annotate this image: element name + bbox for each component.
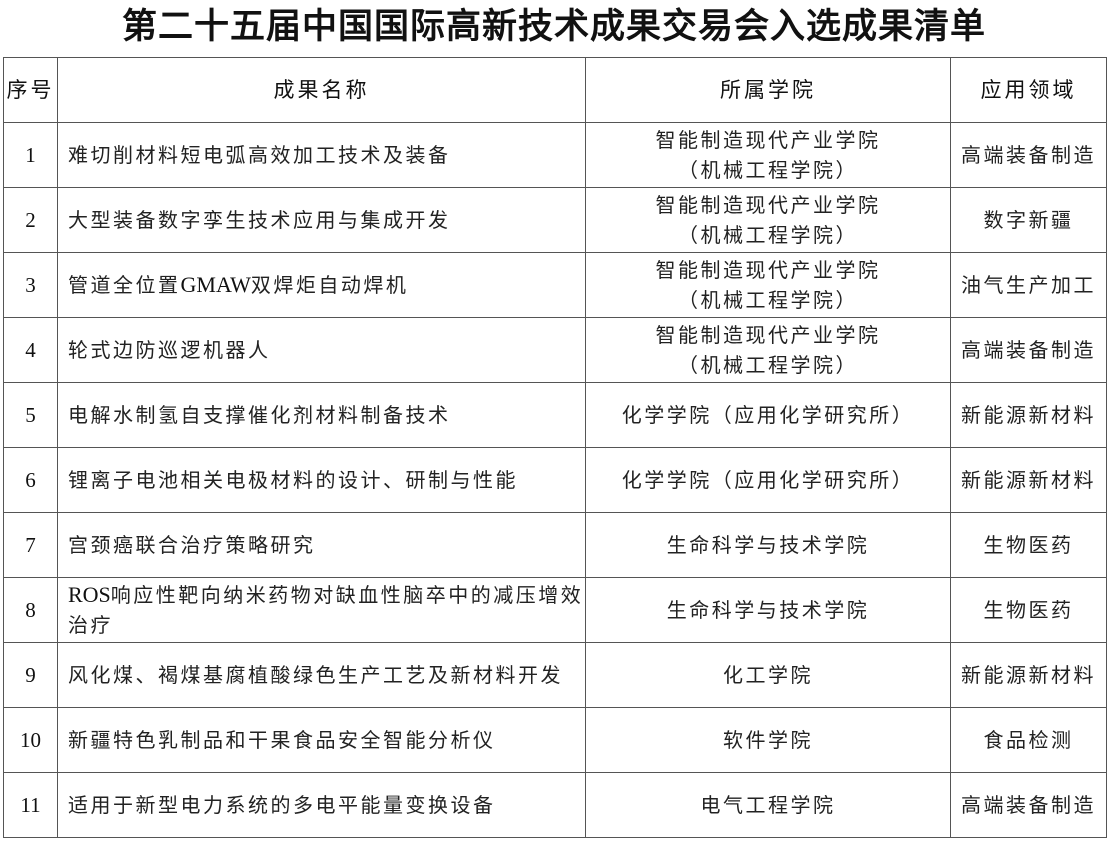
college: 生命科学与技术学院: [585, 577, 951, 643]
application-field: 高端装备制造: [950, 122, 1107, 188]
row-number: 6: [3, 447, 58, 513]
row-number: 1: [3, 122, 58, 188]
achievement-name: 电解水制氢自支撑催化剂材料制备技术: [57, 382, 586, 448]
college: 智能制造现代产业学院 （机械工程学院）: [585, 122, 951, 188]
achievement-name: 大型装备数字孪生技术应用与集成开发: [57, 187, 586, 253]
achievement-name: ROS响应性靶向纳米药物对缺血性脑卒中的减压增效治疗: [57, 577, 586, 643]
table-row: 3 管道全位置GMAW双焊炬自动焊机 智能制造现代产业学院 （机械工程学院） 油气生产加…: [3, 252, 1107, 318]
college: 化学学院（应用化学研究所）: [585, 447, 951, 513]
table-row: 10 新疆特色乳制品和干果食品安全智能分析仪 软件学院 食品检测: [3, 707, 1107, 773]
row-number: 9: [3, 642, 58, 708]
row-number: 2: [3, 187, 58, 253]
achievement-name: 新疆特色乳制品和干果食品安全智能分析仪: [57, 707, 586, 773]
college: 生命科学与技术学院: [585, 512, 951, 578]
college: 化学学院（应用化学研究所）: [585, 382, 951, 448]
header-college: 所属学院: [585, 57, 951, 123]
college: 智能制造现代产业学院 （机械工程学院）: [585, 187, 951, 253]
results-table: 序号 成果名称 所属学院 应用领域 1 难切削材料短电弧高效加工技术及装备 智能制造…: [3, 57, 1107, 838]
application-field: 生物医药: [950, 577, 1107, 643]
table-row: 2 大型装备数字孪生技术应用与集成开发 智能制造现代产业学院 （机械工程学院） 数字新疆: [3, 187, 1107, 253]
document-title: 第二十五届中国国际高新技术成果交易会入选成果清单: [121, 6, 986, 47]
college: 软件学院: [585, 707, 951, 773]
table-row: 6 锂离子电池相关电极材料的设计、研制与性能 化学学院（应用化学研究所） 新能源新材料: [3, 447, 1107, 513]
college: 智能制造现代产业学院 （机械工程学院）: [585, 252, 951, 318]
application-field: 新能源新材料: [950, 447, 1107, 513]
achievement-name: 风化煤、褐煤基腐植酸绿色生产工艺及新材料开发: [57, 642, 586, 708]
table-row: 8 ROS响应性靶向纳米药物对缺血性脑卒中的减压增效治疗 生命科学与技术学院 生物医药: [3, 577, 1107, 643]
header-number: 序号: [3, 57, 58, 123]
application-field: 数字新疆: [950, 187, 1107, 253]
application-field: 新能源新材料: [950, 382, 1107, 448]
row-number: 3: [3, 252, 58, 318]
application-field: 新能源新材料: [950, 642, 1107, 708]
application-field: 油气生产加工: [950, 252, 1107, 318]
college: 智能制造现代产业学院 （机械工程学院）: [585, 317, 951, 383]
achievement-name: 宫颈癌联合治疗策略研究: [57, 512, 586, 578]
table-row: 4 轮式边防巡逻机器人 智能制造现代产业学院 （机械工程学院） 高端装备制造: [3, 317, 1107, 383]
header-name: 成果名称: [57, 57, 586, 123]
application-field: 生物医药: [950, 512, 1107, 578]
application-field: 高端装备制造: [950, 317, 1107, 383]
achievement-name: 难切削材料短电弧高效加工技术及装备: [57, 122, 586, 188]
row-number: 5: [3, 382, 58, 448]
achievement-name: 适用于新型电力系统的多电平能量变换设备: [57, 772, 586, 838]
table-row: 11 适用于新型电力系统的多电平能量变换设备 电气工程学院 高端装备制造: [3, 772, 1107, 838]
table-header-row: 序号 成果名称 所属学院 应用领域: [3, 57, 1107, 123]
college: 电气工程学院: [585, 772, 951, 838]
table-row: 5 电解水制氢自支撑催化剂材料制备技术 化学学院（应用化学研究所） 新能源新材料: [3, 382, 1107, 448]
achievement-name: 锂离子电池相关电极材料的设计、研制与性能: [57, 447, 586, 513]
application-field: 高端装备制造: [950, 772, 1107, 838]
row-number: 7: [3, 512, 58, 578]
row-number: 10: [3, 707, 58, 773]
table-row: 1 难切削材料短电弧高效加工技术及装备 智能制造现代产业学院 （机械工程学院） 高端装备…: [3, 122, 1107, 188]
achievement-name: 轮式边防巡逻机器人: [57, 317, 586, 383]
college: 化工学院: [585, 642, 951, 708]
header-field: 应用领域: [950, 57, 1107, 123]
table-row: 7 宫颈癌联合治疗策略研究 生命科学与技术学院 生物医药: [3, 512, 1107, 578]
row-number: 4: [3, 317, 58, 383]
application-field: 食品检测: [950, 707, 1107, 773]
achievement-name: 管道全位置GMAW双焊炬自动焊机: [57, 252, 586, 318]
row-number: 11: [3, 772, 58, 838]
table-row: 9 风化煤、褐煤基腐植酸绿色生产工艺及新材料开发 化工学院 新能源新材料: [3, 642, 1107, 708]
row-number: 8: [3, 577, 58, 643]
